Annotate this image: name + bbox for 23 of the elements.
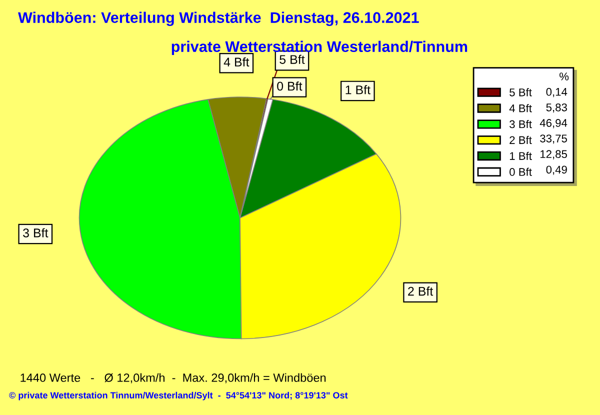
data-label: 33,75 — [540, 134, 567, 144]
slice-label: 1 Bft — [346, 85, 370, 94]
data-label: 46,94 — [540, 119, 568, 128]
legend-label: 4 Bft — [509, 104, 532, 112]
data-label: 5,83 — [546, 103, 567, 113]
data-label: 0,49 — [546, 166, 567, 175]
legend-label: 3 Bft — [510, 120, 532, 128]
legend-label: 5 Bft — [510, 88, 532, 96]
slice-label: 5 Bft — [280, 54, 305, 64]
text: © private Wetterstation Tinnum/Westerland/Sylt - 54°54'13" Nord; 8°19'13" Ost — [9, 392, 348, 400]
chart-title: Windböen: Verteilung Windstärke Dienstag, 26.10.2021 — [18, 12, 419, 26]
slice-label: 3 Bft — [23, 228, 48, 238]
legend-label: 2 Bft — [510, 136, 532, 144]
legend-label: 0 Bft — [510, 168, 532, 176]
slice-label: 2 Bft — [408, 286, 434, 296]
legend-label: 1 Bft — [510, 152, 532, 160]
chart-subtitle: private Wetterstation Westerland/Tinnum — [172, 40, 468, 56]
slice-label: 4 Bft — [224, 57, 250, 66]
legend-title: % — [560, 72, 569, 80]
slice-label: 0 Bft — [277, 81, 302, 91]
data-label: 12,85 — [540, 150, 567, 160]
data-label: 0,14 — [546, 88, 568, 98]
text: 1440 Werte - Ø 12,0km/h - Max. 29,0km/h = Windböen — [20, 373, 326, 384]
